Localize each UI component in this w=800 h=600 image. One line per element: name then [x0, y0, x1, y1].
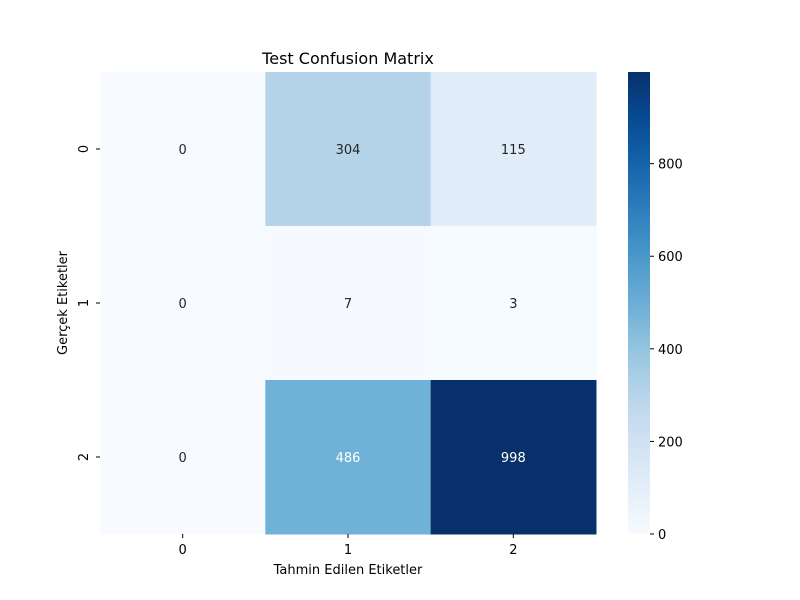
- cell-value-label: 998: [501, 451, 526, 466]
- cell-value-label: 3: [509, 297, 517, 312]
- heatmap-cells: [100, 72, 597, 535]
- y-axis: 0 1 2: [77, 145, 100, 461]
- heatmap-cell: [430, 72, 597, 227]
- colorbar: 0 200 400 600 800: [628, 72, 683, 543]
- heatmap-cell: [265, 72, 432, 227]
- cell-value-label: 115: [501, 143, 526, 158]
- colorbar-tick-label: 600: [658, 250, 683, 265]
- heatmap-cell: [100, 226, 266, 381]
- colorbar-tick-label: 400: [658, 343, 683, 358]
- x-tick-label: 2: [509, 543, 517, 558]
- colorbar-gradient: [628, 72, 650, 534]
- heatmap-cell: [100, 72, 266, 227]
- heatmap-cell: [100, 380, 266, 535]
- colorbar-tick-label: 800: [658, 158, 683, 173]
- cell-value-label: 304: [336, 143, 361, 158]
- y-tick-label: 0: [77, 145, 92, 153]
- chart-title: Test Confusion Matrix: [261, 49, 434, 68]
- y-axis-label: Gerçek Etiketler: [56, 250, 71, 355]
- cell-value-label: 0: [179, 451, 187, 466]
- cell-value-label: 486: [336, 451, 361, 466]
- cell-value-label: 0: [179, 297, 187, 312]
- colorbar-tick-label: 0: [658, 528, 666, 543]
- heatmap-cell: [265, 380, 432, 535]
- x-tick-label: 0: [179, 543, 187, 558]
- colorbar-tick-label: 200: [658, 435, 683, 450]
- heatmap-cell: [430, 226, 597, 381]
- cell-value-label: 0: [179, 143, 187, 158]
- cell-annotations: 0 304 115 0 7 3 0 486 998: [179, 143, 526, 466]
- cell-value-label: 7: [344, 297, 352, 312]
- x-tick-label: 1: [344, 543, 352, 558]
- y-tick-label: 1: [77, 299, 92, 307]
- y-tick-label: 2: [77, 453, 92, 461]
- heatmap-cell: [265, 226, 432, 381]
- heatmap-cell: [430, 380, 597, 535]
- x-axis-label: Tahmin Edilen Etiketler: [273, 563, 423, 578]
- x-axis: 0 1 2: [179, 534, 517, 558]
